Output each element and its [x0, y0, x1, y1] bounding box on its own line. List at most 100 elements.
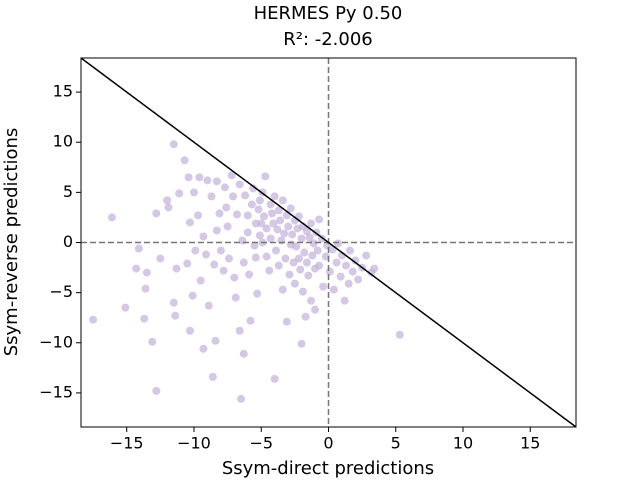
y-tick-label: 0: [63, 232, 73, 251]
point: [254, 205, 263, 214]
point: [266, 234, 275, 243]
point: [132, 264, 141, 273]
point: [362, 251, 371, 260]
point: [224, 254, 233, 263]
point: [215, 209, 224, 218]
point: [243, 211, 252, 220]
point: [274, 206, 283, 215]
point: [313, 246, 322, 255]
point: [285, 270, 294, 279]
x-tick-label: 10: [453, 434, 473, 453]
point: [212, 226, 221, 235]
point: [172, 264, 181, 273]
point: [341, 261, 350, 270]
point: [239, 258, 248, 267]
point: [169, 298, 178, 307]
diagonal-line: [80, 57, 577, 428]
point: [134, 244, 143, 253]
point: [329, 285, 338, 294]
point: [276, 216, 285, 225]
point: [333, 239, 342, 248]
point: [344, 279, 353, 288]
point: [262, 252, 271, 261]
point: [189, 188, 198, 197]
point: [257, 219, 266, 228]
point: [169, 140, 178, 149]
point: [247, 200, 256, 209]
point: [262, 224, 271, 233]
x-tick-label: −10: [177, 434, 211, 453]
point: [175, 189, 184, 198]
point: [152, 209, 161, 218]
point: [351, 256, 360, 265]
point: [286, 204, 295, 213]
point: [354, 275, 363, 284]
point: [216, 246, 225, 255]
point: [243, 228, 252, 237]
point: [230, 273, 239, 282]
point: [270, 374, 279, 383]
point: [227, 171, 236, 180]
point: [292, 242, 301, 251]
point: [152, 386, 161, 395]
point: [273, 225, 282, 234]
point: [302, 258, 311, 267]
point: [164, 203, 173, 212]
point: [266, 200, 275, 209]
point: [202, 250, 211, 259]
point: [233, 210, 242, 219]
point: [265, 266, 274, 275]
point: [107, 213, 116, 222]
point: [288, 230, 297, 239]
point: [304, 271, 313, 280]
point: [222, 203, 231, 212]
point: [199, 232, 208, 241]
point: [302, 227, 311, 236]
point: [208, 372, 217, 381]
point: [297, 339, 306, 348]
point: [370, 264, 379, 273]
point: [207, 192, 216, 201]
point: [296, 265, 305, 274]
point: [184, 173, 193, 182]
point: [278, 196, 287, 205]
point: [188, 291, 197, 300]
point: [210, 260, 219, 269]
point: [238, 236, 247, 245]
point: [311, 305, 320, 314]
point: [277, 236, 286, 245]
y-tick-label: −10: [39, 332, 73, 351]
point: [249, 184, 258, 193]
point: [332, 258, 341, 267]
point: [212, 177, 221, 186]
point: [185, 218, 194, 227]
point: [336, 272, 345, 281]
point: [307, 296, 316, 305]
point: [395, 330, 404, 339]
point: [231, 293, 240, 302]
point: [183, 259, 192, 268]
point: [203, 176, 212, 185]
point: [301, 312, 310, 321]
point: [199, 344, 208, 353]
y-tick-label: −15: [39, 382, 73, 401]
point: [261, 172, 270, 181]
point: [300, 248, 309, 257]
point: [269, 219, 278, 228]
point: [228, 192, 237, 201]
y-tick-label: −5: [49, 282, 73, 301]
x-tick-label: −15: [110, 434, 144, 453]
x-axis-label: Ssym-direct predictions: [222, 458, 434, 479]
point: [156, 254, 165, 263]
point: [180, 156, 189, 165]
point: [220, 183, 229, 192]
point: [253, 289, 262, 298]
x-tick-label: 15: [520, 434, 540, 453]
point: [281, 254, 290, 263]
point: [255, 196, 264, 205]
point: [298, 287, 307, 296]
point: [307, 219, 316, 228]
point: [315, 261, 324, 270]
point: [89, 315, 98, 324]
point: [171, 311, 180, 320]
